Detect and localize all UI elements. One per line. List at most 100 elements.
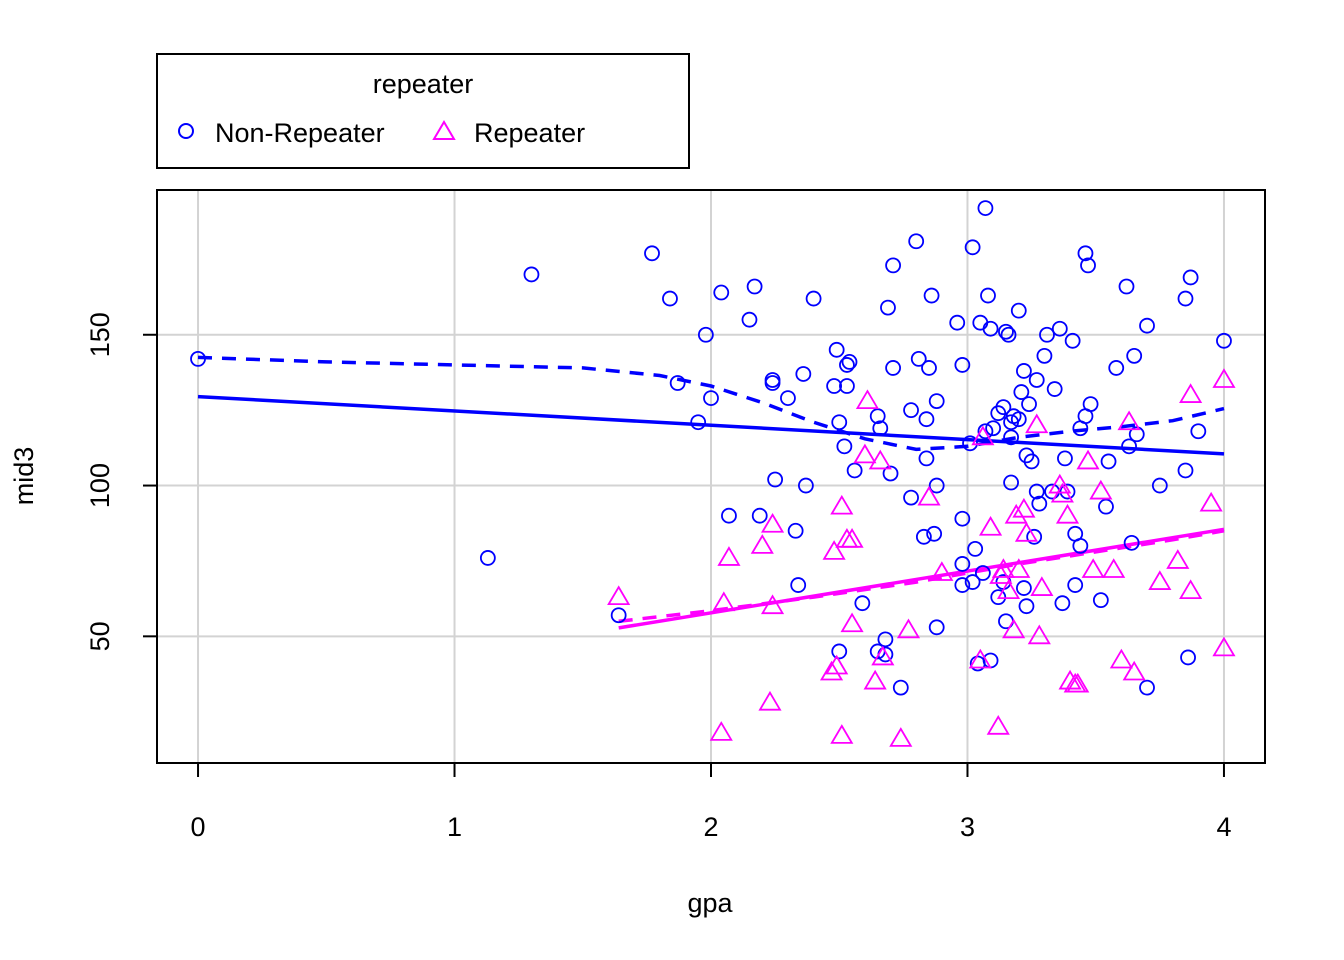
- point-non-repeater: [923, 287, 940, 304]
- point-non-repeater: [1180, 649, 1196, 666]
- point-non-repeater: [1010, 302, 1027, 319]
- x-tick-label: 3: [960, 812, 975, 842]
- legend: repeater Non-Repeater Repeater: [156, 53, 690, 169]
- point-repeater: [822, 540, 846, 560]
- point-repeater: [896, 618, 921, 639]
- point-non-repeater: [885, 360, 902, 376]
- point-non-repeater: [964, 239, 981, 256]
- legend-box: [156, 53, 690, 169]
- point-repeater: [750, 534, 774, 554]
- point-non-repeater: [1121, 438, 1137, 455]
- point-non-repeater: [928, 393, 945, 410]
- point-non-repeater: [1067, 577, 1084, 593]
- point-non-repeater: [690, 414, 707, 431]
- point-non-repeater: [1128, 426, 1145, 443]
- point-repeater: [607, 585, 631, 606]
- point-repeater: [760, 512, 785, 533]
- point-repeater: [855, 389, 880, 410]
- point-non-repeater: [903, 489, 919, 506]
- point-non-repeater: [1003, 429, 1019, 446]
- point-repeater: [758, 690, 782, 711]
- point-non-repeater: [1026, 528, 1043, 545]
- point-repeater: [825, 654, 849, 675]
- point-non-repeater: [892, 679, 909, 696]
- point-non-repeater: [713, 284, 730, 301]
- point-non-repeater: [872, 420, 889, 437]
- point-repeater: [1122, 660, 1146, 681]
- point-non-repeater: [669, 375, 686, 391]
- point-non-repeater: [1100, 453, 1117, 470]
- point-non-repeater: [910, 350, 927, 367]
- point-repeater: [830, 494, 854, 515]
- point-non-repeater: [841, 353, 858, 370]
- point-non-repeater: [974, 565, 991, 581]
- point-repeater: [971, 425, 995, 446]
- point-repeater: [871, 645, 895, 666]
- point-repeater: [996, 579, 1021, 599]
- point-non-repeater: [1072, 537, 1089, 554]
- point-non-repeater: [826, 378, 843, 394]
- point-non-repeater: [1028, 372, 1045, 388]
- point-repeater: [1148, 570, 1172, 590]
- point-non-repeater: [1216, 332, 1232, 349]
- point-non-repeater: [854, 595, 871, 612]
- point-repeater: [917, 485, 941, 506]
- point-non-repeater: [836, 438, 853, 455]
- point-non-repeater: [880, 299, 896, 316]
- point-non-repeater: [1010, 411, 1027, 428]
- point-non-repeater: [1177, 462, 1194, 479]
- point-repeater: [1166, 549, 1190, 569]
- point-repeater: [889, 727, 913, 747]
- point-non-repeater: [998, 323, 1014, 340]
- point-non-repeater: [1064, 332, 1081, 349]
- point-non-repeater: [1123, 534, 1140, 551]
- point-non-repeater: [703, 390, 719, 406]
- point-non-repeater: [1003, 474, 1019, 491]
- point-repeater: [1076, 449, 1100, 470]
- point-non-repeater: [1126, 347, 1143, 364]
- point-repeater: [1179, 383, 1203, 403]
- point-non-repeater: [964, 574, 981, 590]
- point-repeater: [1007, 558, 1031, 578]
- y-tick-label: 150: [85, 312, 115, 357]
- point-non-repeater: [1190, 423, 1207, 440]
- point-non-repeater: [1139, 679, 1155, 696]
- y-tick-label: 100: [85, 463, 115, 508]
- point-repeater: [1212, 368, 1236, 388]
- point-repeater: [1117, 410, 1141, 431]
- point-repeater: [863, 669, 887, 690]
- fit-line-non-repeater-solid: [197, 394, 1225, 456]
- point-non-repeater: [885, 257, 902, 274]
- point-non-repeater: [977, 423, 994, 440]
- grid-lines: [157, 190, 1265, 763]
- point-non-repeater: [982, 320, 999, 337]
- point-non-repeater: [954, 510, 971, 527]
- point-repeater: [709, 721, 733, 741]
- point-non-repeater: [831, 643, 848, 660]
- y-tick-label: 50: [85, 621, 115, 651]
- point-non-repeater: [846, 462, 863, 479]
- point-non-repeater: [1016, 580, 1032, 596]
- point-non-repeater: [928, 477, 945, 494]
- point-non-repeater: [915, 528, 932, 545]
- x-tick-label: 0: [191, 812, 206, 842]
- point-repeater: [1050, 482, 1074, 503]
- point-non-repeater: [1016, 363, 1032, 379]
- point-non-repeater: [721, 507, 737, 524]
- point-repeater: [819, 660, 844, 681]
- point-repeater: [1102, 558, 1126, 578]
- point-non-repeater: [869, 408, 886, 425]
- point-non-repeater: [644, 245, 660, 262]
- point-non-repeater: [1018, 598, 1035, 615]
- point-non-repeater: [995, 399, 1012, 416]
- point-repeater: [1027, 624, 1051, 645]
- point-non-repeater: [967, 540, 984, 557]
- point-non-repeater: [1108, 360, 1125, 376]
- point-non-repeater: [1151, 477, 1168, 494]
- point-repeater: [830, 724, 854, 744]
- point-non-repeater: [697, 326, 714, 343]
- point-repeater: [1002, 618, 1026, 639]
- point-repeater: [760, 594, 785, 615]
- point-non-repeater: [1057, 450, 1073, 467]
